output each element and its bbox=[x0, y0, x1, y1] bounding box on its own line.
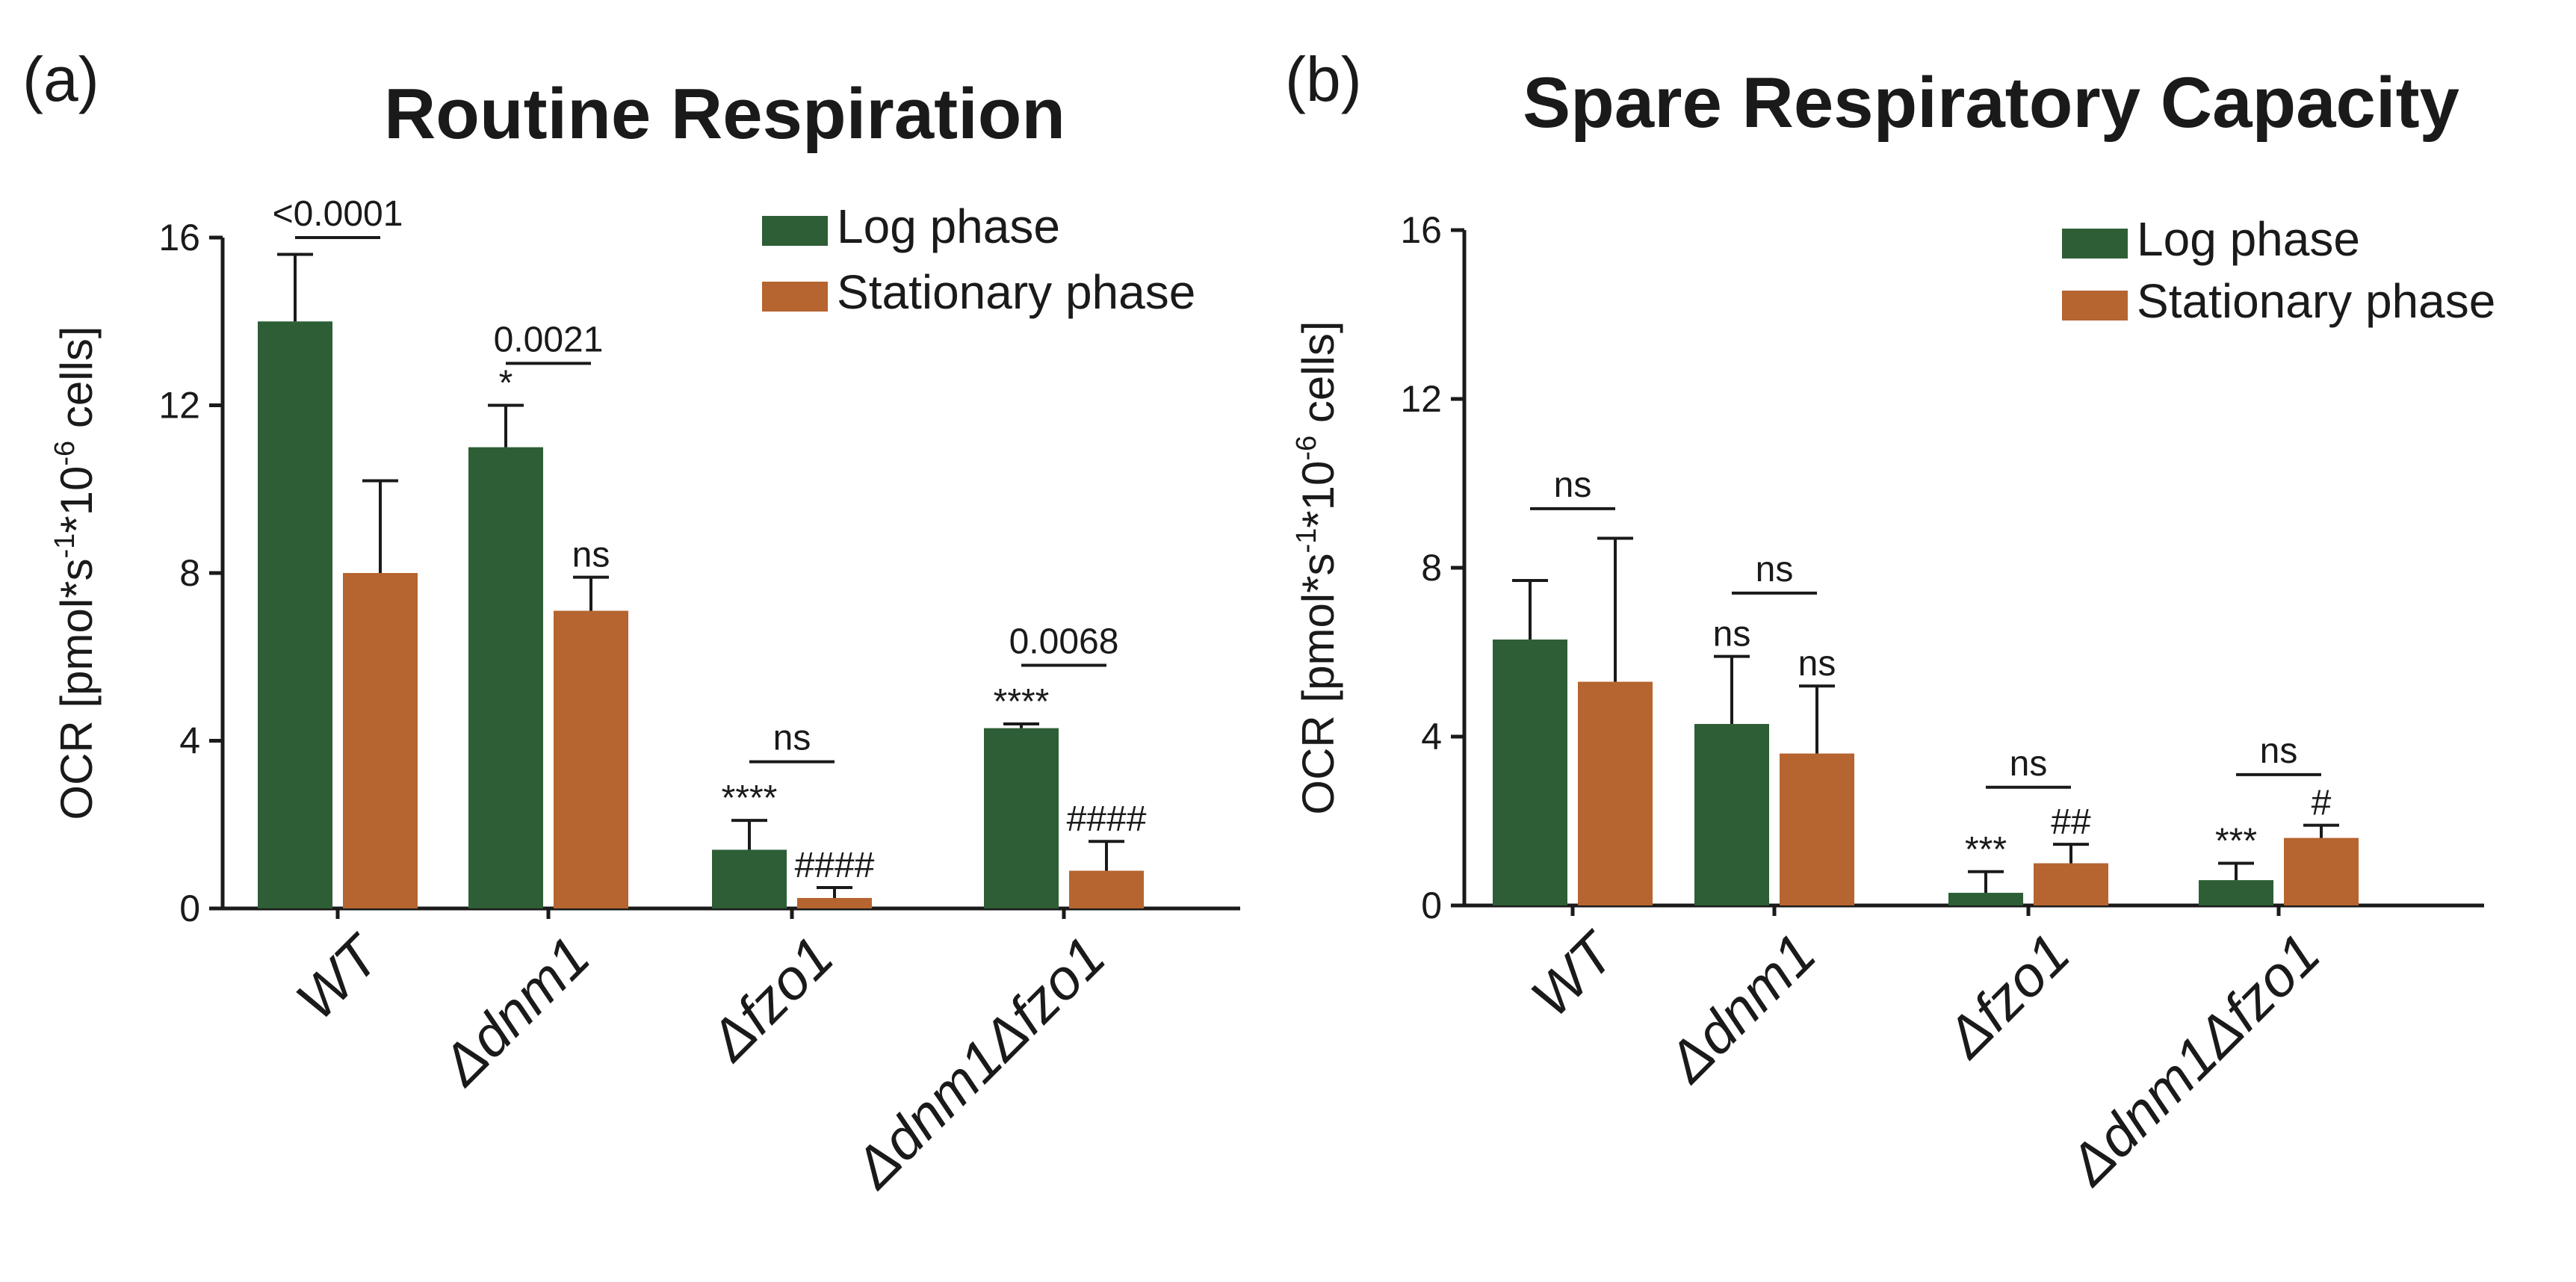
legend-label-stationary-phase: Stationary phase bbox=[837, 265, 1195, 319]
y-axis-label-part: -1 bbox=[49, 533, 81, 559]
bar-stationary-0 bbox=[343, 573, 418, 908]
bar-log-0 bbox=[258, 321, 332, 908]
comparison-label: ns bbox=[1756, 550, 1794, 589]
y-tick-label: 8 bbox=[1421, 547, 1442, 589]
y-tick-label: 12 bbox=[1400, 378, 1442, 420]
y-tick-label: 12 bbox=[158, 385, 200, 427]
bar-log-3 bbox=[984, 728, 1059, 908]
x-category-label: Δfzo1 bbox=[697, 925, 846, 1074]
significance-annotation: *** bbox=[2215, 822, 2257, 861]
significance-annotation: * bbox=[499, 364, 513, 403]
comparison-label: ns bbox=[773, 719, 811, 758]
comparison-label: ns bbox=[2260, 731, 2298, 771]
y-tick-label: 8 bbox=[179, 552, 200, 594]
x-category-label: Δdnm1Δfzo1 bbox=[841, 925, 1118, 1201]
y-axis-label-part: -6 bbox=[1291, 436, 1322, 461]
y-axis-label-part: *10 bbox=[52, 466, 102, 533]
y-axis-label-part: *10 bbox=[1293, 461, 1343, 528]
bar-stationary-1 bbox=[554, 610, 628, 908]
x-category-label: WT bbox=[284, 923, 394, 1032]
legend-label-log-phase: Log phase bbox=[837, 199, 1060, 253]
y-tick-label: 16 bbox=[1400, 209, 1442, 251]
legend-label-stationary-phase: Stationary phase bbox=[2137, 274, 2495, 328]
y-tick-label: 4 bbox=[1421, 716, 1442, 758]
significance-annotation: ns bbox=[1798, 644, 1836, 684]
y-axis-label-part: OCR [pmol*s bbox=[52, 558, 102, 820]
bar-stationary-1 bbox=[1780, 753, 1854, 905]
significance-annotation: **** bbox=[722, 778, 778, 818]
legend-swatch-stationary-phase bbox=[762, 282, 828, 312]
x-category-label: Δfzo1 bbox=[1933, 922, 2082, 1071]
legend-swatch-log-phase bbox=[2062, 229, 2128, 258]
y-tick-label: 4 bbox=[179, 720, 200, 762]
bar-log-0 bbox=[1493, 640, 1567, 905]
x-category-label: Δdnm1Δfzo1 bbox=[2056, 922, 2332, 1198]
y-tick-label: 0 bbox=[179, 888, 200, 929]
bar-log-2 bbox=[1948, 893, 2023, 905]
y-axis-label: OCR [pmol*s-1*10-6 cells] bbox=[1291, 320, 1343, 814]
comparison-label: <0.0001 bbox=[273, 194, 403, 234]
y-tick-label: 0 bbox=[1421, 885, 1442, 926]
comparison-label: 0.0068 bbox=[1009, 622, 1119, 661]
bar-stationary-2 bbox=[2034, 863, 2108, 905]
significance-annotation: ns bbox=[1713, 615, 1751, 654]
y-axis-label-part: -6 bbox=[49, 441, 81, 466]
bar-log-1 bbox=[468, 447, 543, 908]
comparison-label: ns bbox=[2010, 744, 2048, 784]
bar-stationary-3 bbox=[1069, 870, 1144, 908]
chart-panel-a: (a) Routine Respiration OCR [pmol*s-1*10-6… bbox=[22, 44, 1240, 1201]
y-axis-label-part: cells] bbox=[1293, 320, 1343, 435]
legend-swatch-stationary-phase bbox=[2062, 291, 2128, 320]
comparison-label: 0.0021 bbox=[494, 320, 604, 359]
y-axis-label-part: -1 bbox=[1291, 528, 1322, 554]
significance-annotation: # bbox=[2312, 784, 2332, 823]
y-axis-label-part: OCR [pmol*s bbox=[1293, 553, 1343, 814]
x-category-label: Δdnm1 bbox=[429, 925, 602, 1098]
bar-log-1 bbox=[1694, 724, 1769, 905]
legend-swatch-log-phase bbox=[762, 216, 828, 246]
significance-annotation: #### bbox=[1067, 799, 1147, 839]
bar-log-3 bbox=[2199, 880, 2273, 905]
significance-annotation: **** bbox=[994, 682, 1050, 722]
panel-label: (a) bbox=[22, 44, 99, 114]
chart-title: Spare Respiratory Capacity bbox=[1523, 63, 2459, 143]
chart-panel-b: (b) Spare Respiratory Capacity OCR [pmol*s… bbox=[1285, 44, 2495, 1198]
x-category-label: WT bbox=[1519, 920, 1629, 1029]
legend-label-log-phase: Log phase bbox=[2137, 212, 2360, 266]
bar-stationary-3 bbox=[2284, 837, 2359, 905]
significance-annotation: ## bbox=[2051, 802, 2091, 842]
chart-title: Routine Respiration bbox=[384, 74, 1065, 154]
y-axis-label-part: cells] bbox=[52, 326, 102, 440]
significance-annotation: *** bbox=[1965, 830, 2007, 870]
bar-stationary-2 bbox=[797, 897, 872, 908]
comparison-label: ns bbox=[1554, 465, 1592, 505]
panel-label: (b) bbox=[1285, 44, 1362, 114]
x-category-label: Δdnm1 bbox=[1655, 922, 1828, 1095]
bar-stationary-0 bbox=[1578, 681, 1653, 905]
significance-annotation: #### bbox=[795, 846, 875, 885]
significance-annotation: ns bbox=[572, 536, 610, 575]
y-tick-label: 16 bbox=[158, 217, 200, 258]
bar-log-2 bbox=[712, 849, 787, 908]
y-axis-label: OCR [pmol*s-1*10-6 cells] bbox=[49, 326, 102, 820]
